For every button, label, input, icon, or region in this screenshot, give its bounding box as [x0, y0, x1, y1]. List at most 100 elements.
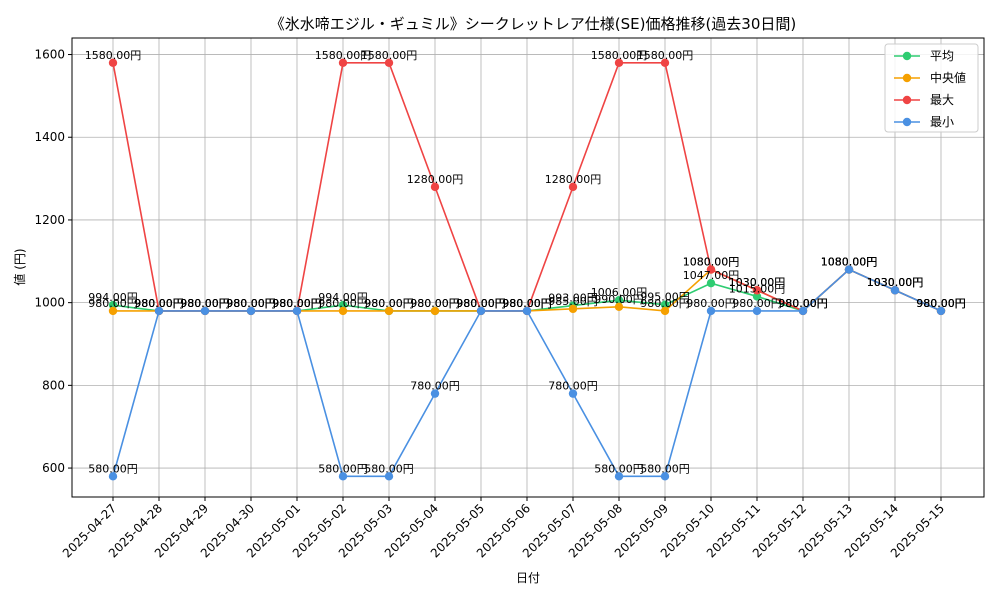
- data-point: [338, 300, 348, 310]
- data-label: 1580.00円: [591, 49, 648, 62]
- data-label: 1006.00円: [591, 286, 648, 299]
- data-label: 1580.00円: [637, 49, 694, 62]
- data-point: [614, 295, 624, 305]
- data-label: 980.00円: [502, 297, 552, 310]
- data-label: 1580.00円: [85, 49, 142, 62]
- data-label: 1030.00円: [729, 276, 786, 289]
- data-label: 1080.00円: [683, 256, 740, 269]
- chart-title: 《氷水啼エジル・ギュミル》シークレットレア仕様(SE)価格推移(過去30日間): [270, 15, 797, 33]
- data-point: [706, 265, 716, 274]
- legend-label: 中央値: [930, 70, 966, 85]
- data-point: [890, 286, 900, 295]
- data-point: [614, 58, 624, 68]
- data-label: 990.00円: [594, 293, 644, 306]
- data-label: 980.00円: [88, 297, 138, 310]
- data-label: 980.00円: [364, 297, 414, 310]
- y-axis-label: 値 (円): [12, 248, 27, 285]
- data-label: 980.00円: [686, 297, 736, 310]
- data-point: [108, 306, 118, 316]
- data-label: 980.00円: [778, 297, 828, 310]
- data-label: 1280.00円: [407, 173, 464, 186]
- data-label: 980.00円: [456, 297, 506, 310]
- data-label: 580.00円: [88, 462, 138, 475]
- data-label: 980.00円: [226, 297, 276, 310]
- data-label: 985.00円: [548, 295, 598, 308]
- data-point: [660, 300, 670, 309]
- data-label: 980.00円: [502, 297, 552, 310]
- data-label: 980.00円: [778, 297, 828, 310]
- data-label: 980.00円: [226, 297, 276, 310]
- y-tick-label: 1000: [34, 296, 65, 310]
- data-point: [568, 182, 578, 192]
- data-label: 980.00円: [456, 297, 506, 310]
- x-axis-ticks: 2025-04-272025-04-282025-04-292025-04-30…: [60, 497, 947, 560]
- y-tick-label: 1200: [34, 213, 65, 227]
- data-label: 780.00円: [548, 380, 598, 393]
- y-tick-label: 1400: [34, 130, 65, 144]
- y-axis-ticks: 600 800 1000 1200 1400 1600: [34, 48, 72, 475]
- data-label: 980.00円: [226, 297, 276, 310]
- data-label: 980.00円: [456, 297, 506, 310]
- data-label: 980.00円: [640, 297, 690, 310]
- data-label: 580.00円: [594, 462, 644, 475]
- data-label: 980.00円: [180, 297, 230, 310]
- data-label: 1030.00円: [867, 276, 924, 289]
- data-point: [430, 182, 440, 192]
- data-label: 980.00円: [226, 297, 276, 310]
- data-label: 980.00円: [180, 297, 230, 310]
- data-point: [614, 302, 624, 311]
- legend-marker: [902, 95, 912, 105]
- data-label: 980.00円: [916, 297, 966, 310]
- data-point: [430, 306, 440, 316]
- data-label: 980.00円: [272, 297, 322, 310]
- data-point: [706, 279, 716, 288]
- data-point: [384, 58, 394, 68]
- legend-box: [884, 43, 979, 133]
- data-label: 980.00円: [180, 297, 230, 310]
- data-point: [200, 306, 210, 316]
- data-label: 980.00円: [916, 297, 966, 310]
- data-point: [154, 306, 164, 316]
- data-label: 995.00円: [640, 291, 690, 304]
- data-point: [936, 306, 946, 316]
- data-label: 1080.00円: [821, 256, 878, 269]
- data-label: 980.00円: [778, 297, 828, 310]
- data-label: 980.00円: [916, 297, 966, 310]
- data-label: 980.00円: [778, 297, 828, 310]
- legend-marker: [902, 117, 912, 127]
- data-label: 1280.00円: [545, 173, 602, 186]
- y-tick-label: 600: [42, 461, 65, 475]
- data-label: 980.00円: [410, 297, 460, 310]
- data-label: 1080.00円: [821, 256, 878, 269]
- legend-marker: [902, 51, 912, 61]
- data-label: 580.00円: [640, 462, 690, 475]
- data-point: [660, 58, 670, 68]
- data-point: [522, 306, 532, 316]
- data-point: [338, 472, 348, 481]
- data-labels: 994.00円980.00円980.00円980.00円980.00円994.0…: [85, 49, 966, 476]
- data-label: 1030.00円: [867, 276, 924, 289]
- data-label: 980.00円: [134, 297, 184, 310]
- data-point: [476, 306, 486, 316]
- data-label: 980.00円: [180, 297, 230, 310]
- data-label: 994.00円: [318, 291, 368, 304]
- data-label: 980.00円: [272, 297, 322, 310]
- data-label: 980.00円: [410, 297, 460, 310]
- data-label: 1030.00円: [867, 276, 924, 289]
- data-label: 994.00円: [88, 291, 138, 304]
- series-3: [108, 265, 946, 481]
- data-label: 780.00円: [410, 380, 460, 393]
- data-point: [614, 472, 624, 481]
- legend-item: 平均: [894, 49, 954, 63]
- data-label: 1015.00円: [729, 282, 786, 295]
- data-point: [660, 472, 670, 481]
- data-point: [108, 300, 118, 310]
- data-label: 1580.00円: [315, 49, 372, 62]
- data-label: 1580.00円: [361, 49, 418, 62]
- data-label: 580.00円: [318, 462, 368, 475]
- legend-item: 最小: [894, 115, 954, 129]
- legend-marker: [902, 73, 912, 83]
- data-label: 980.00円: [456, 297, 506, 310]
